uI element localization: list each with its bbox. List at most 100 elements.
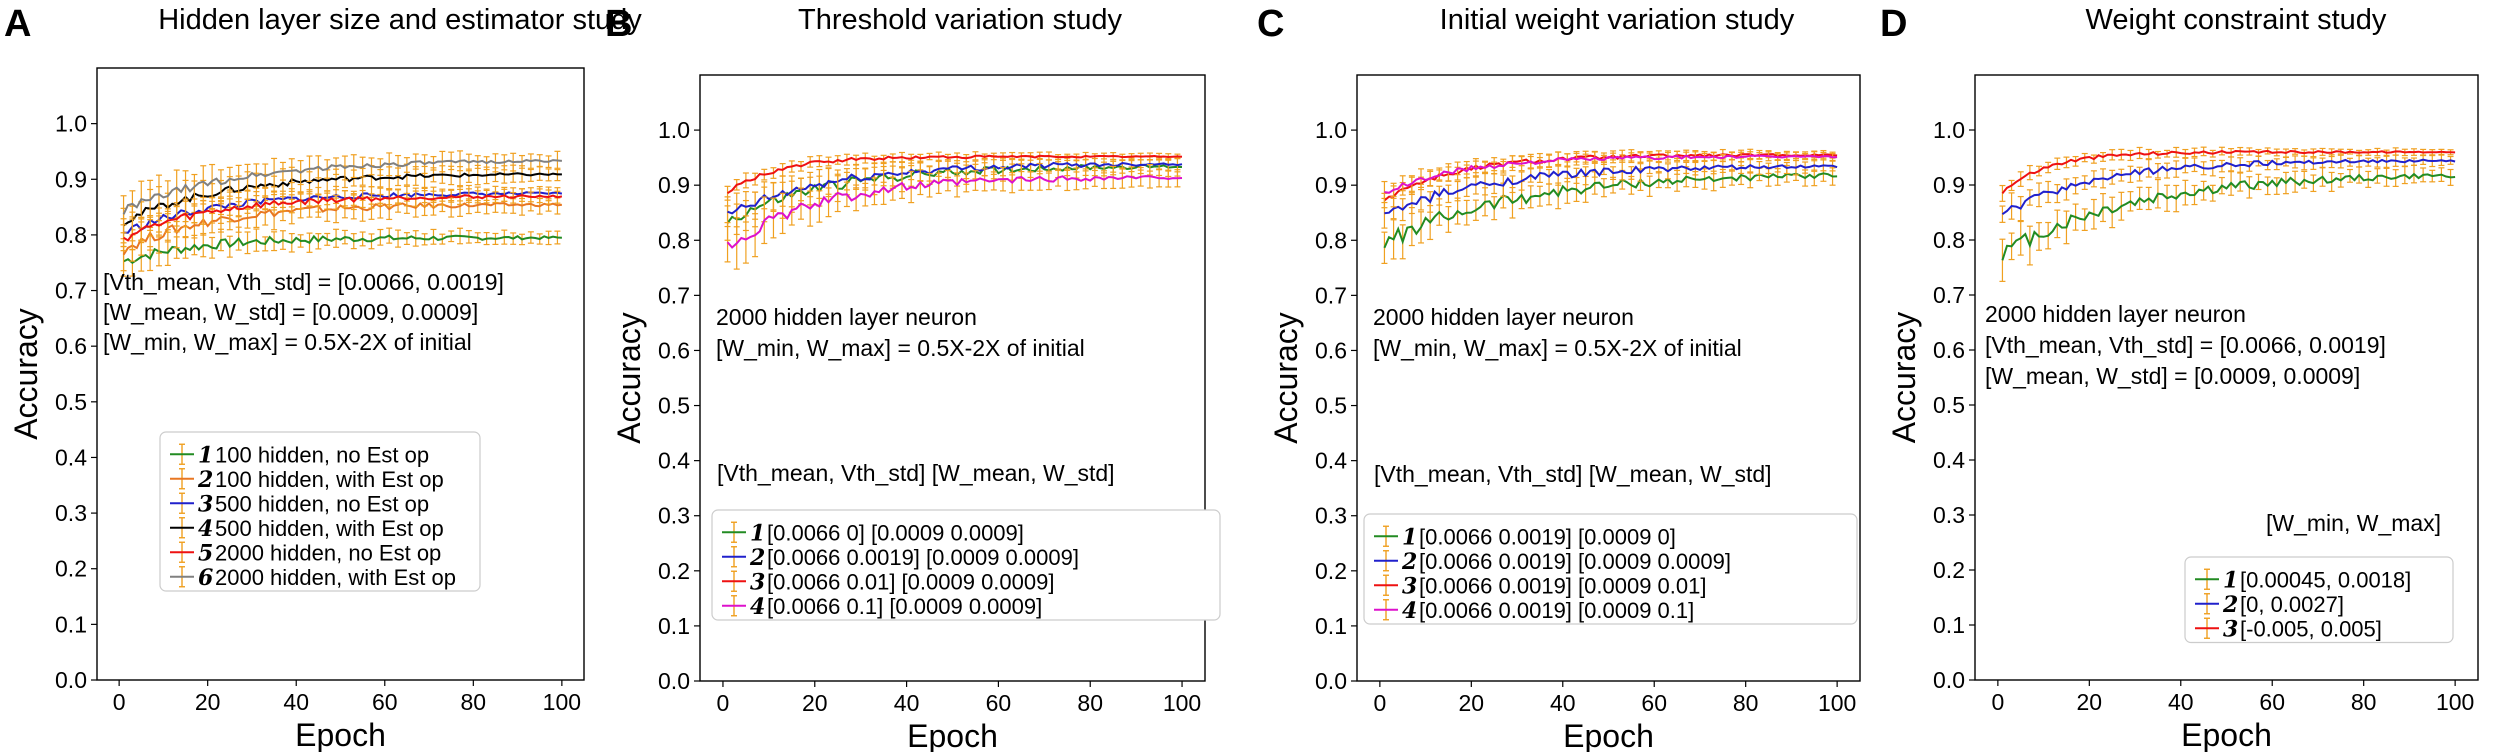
legend: 1 100 hidden, no Est op2 100 hidden, with … bbox=[159, 431, 481, 592]
legend-label: [0.00045, 0.0018] bbox=[2240, 567, 2411, 592]
y-tick-label: 0.1 bbox=[55, 611, 87, 637]
y-tick-label: 0.8 bbox=[1933, 227, 1965, 253]
series-3 bbox=[724, 151, 1183, 201]
series-line bbox=[2001, 172, 2456, 261]
series-4 bbox=[1381, 149, 1838, 204]
legend-label: [0, 0.0027] bbox=[2240, 592, 2344, 617]
annotation-text: [Vth_mean, Vth_std] = [0.0066, 0.0019] bbox=[1985, 332, 2386, 358]
y-tick-label: 0.7 bbox=[55, 278, 87, 304]
series-line bbox=[726, 175, 1183, 249]
y-tick-label: 0.2 bbox=[658, 558, 690, 584]
y-tick-label: 1.0 bbox=[55, 111, 87, 137]
x-tick-label: 60 bbox=[1641, 690, 1667, 716]
annotation-text: [W_mean, W_std] = [0.0009, 0.0009] bbox=[1985, 363, 2360, 389]
y-tick-label: 1.0 bbox=[1933, 117, 1965, 143]
x-tick-label: 0 bbox=[113, 689, 126, 715]
legend-label: 100 hidden, no Est op bbox=[215, 442, 429, 467]
y-tick-label: 0.5 bbox=[55, 389, 87, 415]
x-tick-label: 0 bbox=[1991, 689, 2004, 715]
legend-number: 4 bbox=[198, 516, 213, 542]
y-tick-label: 1.0 bbox=[1315, 117, 1347, 143]
y-tick-label: 0.7 bbox=[658, 282, 690, 308]
series-line bbox=[122, 202, 563, 256]
chart-title: Threshold variation study bbox=[798, 4, 1122, 36]
x-axis-label: Epoch bbox=[907, 718, 998, 752]
legend-number: 6 bbox=[198, 565, 213, 591]
chart-title: Initial weight variation study bbox=[1440, 4, 1795, 36]
y-tick-label: 0.0 bbox=[658, 668, 690, 694]
legend: 1 [0.00045, 0.0018]2 [0, 0.0027]3 [-0.005, … bbox=[2184, 556, 2454, 644]
legend-number: 3 bbox=[2223, 616, 2238, 642]
legend-label: [0.0066 0.0019] [0.0009 0.0009] bbox=[1419, 549, 1731, 574]
legend-number: 4 bbox=[1402, 598, 1417, 624]
x-tick-label: 40 bbox=[1550, 690, 1576, 716]
panels: A Hidden layer size and estimator study 0.… bbox=[4, 3, 2479, 752]
x-axis-label: Epoch bbox=[295, 717, 386, 752]
series-3 bbox=[1999, 146, 2456, 202]
x-tick-label: 80 bbox=[461, 689, 487, 715]
series-line bbox=[727, 161, 1183, 215]
series-line bbox=[123, 172, 562, 227]
x-tick-label: 0 bbox=[717, 690, 730, 716]
panel-letter: D bbox=[1880, 3, 1907, 45]
legend-label: [-0.005, 0.005] bbox=[2240, 616, 2382, 641]
y-tick-label: 0.0 bbox=[1315, 668, 1347, 694]
panel-letter: B bbox=[605, 3, 632, 45]
y-tick-label: 0.5 bbox=[1933, 392, 1965, 418]
annotation-text: 2000 hidden layer neuron bbox=[1373, 304, 1634, 330]
y-tick-label: 0.6 bbox=[658, 337, 690, 363]
y-tick-label: 0.2 bbox=[1933, 557, 1965, 583]
legend-number: 3 bbox=[750, 569, 765, 595]
x-tick-label: 40 bbox=[2168, 689, 2194, 715]
y-axis-label: Accuracy bbox=[8, 308, 44, 440]
x-tick-label: 20 bbox=[802, 690, 828, 716]
x-tick-label: 60 bbox=[372, 689, 398, 715]
legend-label: [0.0066 0.0019] [0.0009 0.01] bbox=[1419, 573, 1706, 598]
y-tick-label: 0.1 bbox=[1933, 612, 1965, 638]
annotation-text: [W_mean, W_std] = [0.0009, 0.0009] bbox=[103, 299, 478, 325]
legend-label: [0.0066 0.0019] [0.0009 0.0009] bbox=[767, 545, 1079, 570]
legend-label: [0.0066 0.1] [0.0009 0.0009] bbox=[767, 594, 1042, 619]
legend-label: 500 hidden, with Est op bbox=[215, 516, 444, 541]
y-tick-label: 0.0 bbox=[55, 667, 87, 693]
series-line bbox=[123, 194, 563, 242]
y-tick-label: 0.2 bbox=[1315, 558, 1347, 584]
y-tick-label: 0.4 bbox=[658, 448, 690, 474]
y-tick-label: 0.4 bbox=[1933, 447, 1965, 473]
legend: 1 [0.0066 0] [0.0009 0.0009]2 [0.0066 0.00… bbox=[711, 509, 1221, 621]
legend-label: 100 hidden, with Est op bbox=[215, 467, 444, 492]
y-axis-label: Accuracy bbox=[611, 312, 647, 444]
y-tick-label: 0.3 bbox=[1933, 502, 1965, 528]
chart-panel-d: D Weight constraint study 0.0 0.1 0.2 0.3 0.4 0… bbox=[1880, 3, 2479, 752]
y-tick-label: 0.9 bbox=[1933, 172, 1965, 198]
y-tick-label: 0.5 bbox=[658, 393, 690, 419]
y-tick-label: 0.1 bbox=[658, 613, 690, 639]
legend-number: 1 bbox=[198, 442, 213, 468]
series-line bbox=[726, 154, 1183, 195]
chart-panel-b: B Threshold variation study 0.0 0.1 0.2 0.3 0.… bbox=[605, 3, 1221, 752]
y-tick-label: 0.6 bbox=[55, 333, 87, 359]
legend-box bbox=[1363, 513, 1858, 625]
x-tick-label: 20 bbox=[2077, 689, 2103, 715]
panel-letter: C bbox=[1257, 3, 1284, 45]
y-tick-label: 0.3 bbox=[1315, 503, 1347, 529]
annotation-text: [W_min, W_max] = 0.5X-2X of initial bbox=[1373, 335, 1742, 361]
series-line bbox=[2001, 158, 2456, 216]
legend-label: 500 hidden, no Est op bbox=[215, 491, 429, 516]
chart-panel-a: A Hidden layer size and estimator study 0.… bbox=[4, 3, 642, 752]
series-1 bbox=[1381, 164, 1838, 264]
y-tick-label: 0.9 bbox=[1315, 172, 1347, 198]
legend-number: 3 bbox=[1402, 573, 1417, 599]
series-2 bbox=[1381, 157, 1838, 229]
y-tick-label: 0.8 bbox=[55, 222, 87, 248]
chart-title: Hidden layer size and estimator study bbox=[158, 4, 642, 36]
x-tick-label: 60 bbox=[986, 690, 1012, 716]
plot-frame bbox=[1356, 74, 1861, 682]
y-tick-label: 1.0 bbox=[658, 117, 690, 143]
series-line bbox=[1383, 172, 1838, 249]
series-1 bbox=[1999, 164, 2456, 282]
legend-label: [0.0066 0.01] [0.0009 0.0009] bbox=[767, 569, 1054, 594]
x-tick-label: 60 bbox=[2259, 689, 2285, 715]
series-line bbox=[2001, 149, 2456, 195]
x-tick-label: 40 bbox=[283, 689, 309, 715]
